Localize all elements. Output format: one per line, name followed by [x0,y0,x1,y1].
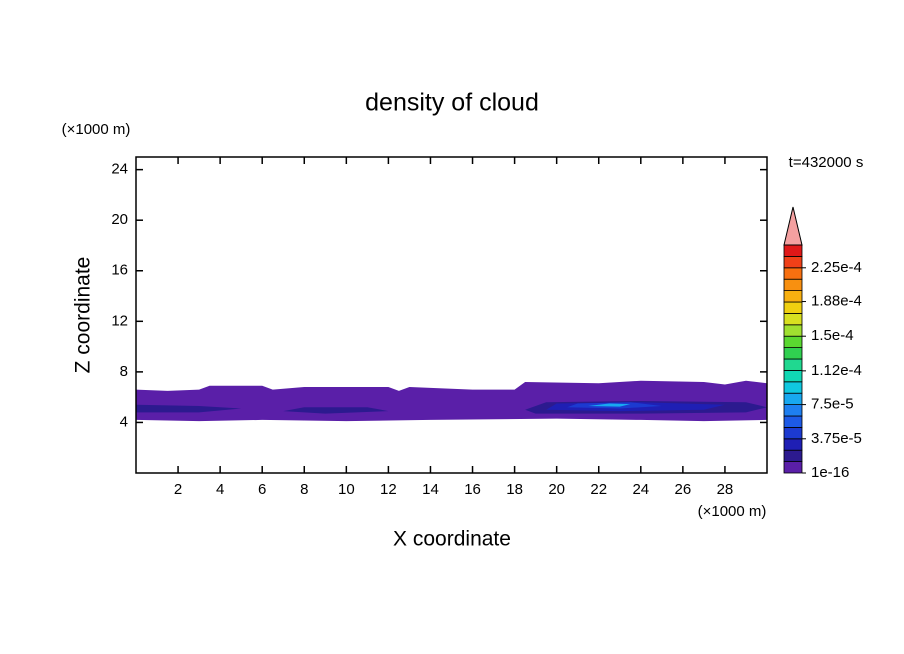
colorbar-extension [783,206,803,246]
contour-region [136,404,242,413]
colorbar-segment [783,426,803,440]
y-unit: (×1000 m) [62,121,131,138]
x-tick-label: 28 [717,481,734,498]
colorbar-segment [783,267,803,280]
x-tick-label: 16 [464,481,481,498]
x-tick-label: 26 [675,481,692,498]
colorbar-segment [783,369,803,383]
colorbar-segment [783,347,803,360]
x-tick-label: 24 [632,481,649,498]
chart-title: density of cloud [365,89,539,117]
y-tick-label: 24 [111,161,128,178]
y-tick-label: 16 [111,262,128,279]
colorbar-segment [783,312,803,326]
x-tick-label: 22 [590,481,607,498]
colorbar-segment [783,404,803,417]
x-tick-label: 10 [338,481,355,498]
colorbar-tick-label: 7.5e-5 [811,396,854,413]
colorbar-segment [783,301,803,314]
x-tick-label: 14 [422,481,439,498]
colorbar-tick-label: 1.5e-4 [811,327,854,344]
colorbar-segment [783,415,803,428]
colorbar-tick-label: 3.75e-5 [811,430,862,447]
x-tick-label: 8 [300,481,308,498]
colorbar-segment [783,278,803,292]
x-tick-label: 4 [216,481,224,498]
y-axis-label: Z coordinate [72,257,95,374]
colorbar-tick-label: 1.12e-4 [811,362,862,379]
colorbar-segment [783,381,803,394]
colorbar-segment [783,244,803,257]
contour-region [283,407,389,414]
plot-frame [135,156,768,474]
y-tick-label: 20 [111,211,128,228]
x-unit: (×1000 m) [698,503,767,520]
x-tick-label: 2 [174,481,182,498]
contour-region [588,403,631,407]
colorbar-segment [783,335,803,349]
colorbar-segment [783,449,803,463]
time-annotation: t=432000 s [789,154,864,171]
y-tick-label: 12 [111,312,128,329]
y-tick-label: 8 [120,363,128,380]
colorbar-segment [783,438,803,451]
colorbar-segment [783,358,803,371]
contour-region [136,380,767,422]
x-tick-label: 12 [380,481,397,498]
x-axis-label: X coordinate [393,528,511,551]
x-tick-label: 18 [506,481,523,498]
x-tick-label: 6 [258,481,266,498]
colorbar-segment [783,461,803,474]
y-tick-label: 4 [120,413,128,430]
colorbar-segment [783,290,803,303]
colorbar-tick-label: 2.25e-4 [811,259,862,276]
colorbar-segment [783,324,803,337]
colorbar-segment [783,392,803,406]
colorbar-segment [783,255,803,269]
x-tick-label: 20 [548,481,565,498]
colorbar-tick-label: 1e-16 [811,464,849,481]
colorbar-tick-label: 1.88e-4 [811,293,862,310]
